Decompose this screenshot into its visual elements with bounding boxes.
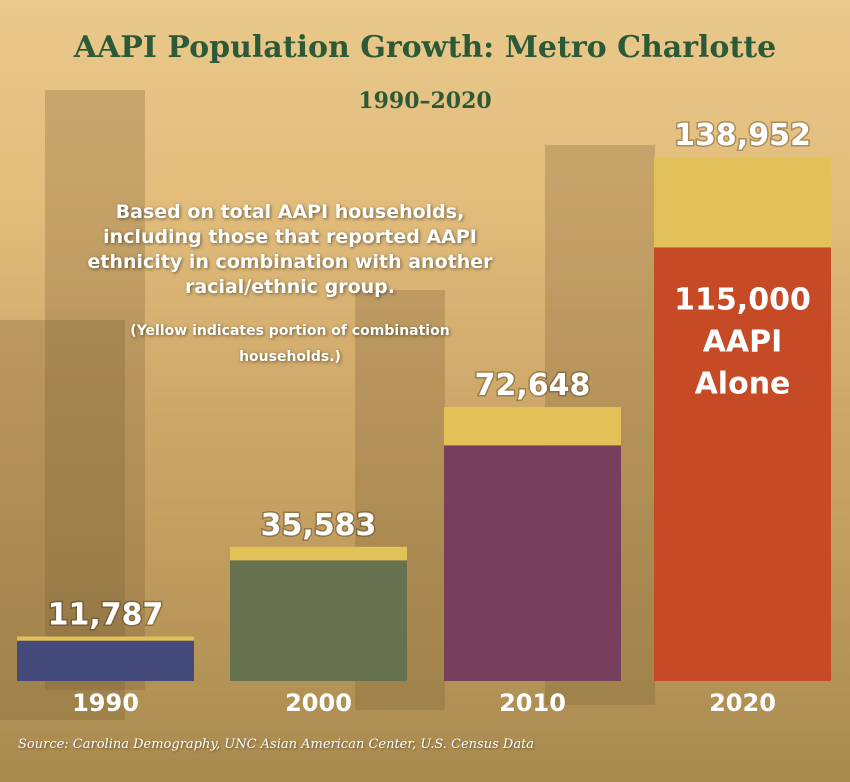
category-label-2010: 2010 [499, 689, 566, 717]
inner-label-line: 115,000 [674, 282, 811, 317]
total-label-1990: 11,787 [48, 598, 164, 633]
chart-note-small: (Yellow indicates portion of combination… [130, 323, 450, 365]
inner-label-line: AAPI [703, 324, 783, 359]
total-label-2020: 138,952 [674, 118, 811, 153]
bar-combination-2020 [654, 157, 831, 248]
bar-alone-2020 [654, 247, 831, 681]
category-label-2000: 2000 [285, 689, 352, 717]
bar-alone-2010 [444, 445, 621, 681]
category-label-2020: 2020 [709, 689, 776, 717]
chart-subtitle: 1990–2020 [358, 88, 492, 114]
chart-note: Based on total AAPI households, includin… [87, 201, 493, 298]
total-label-2000: 35,583 [261, 508, 377, 543]
bar-alone-1990 [17, 640, 194, 681]
bar-combination-1990 [17, 636, 194, 641]
chart-title: AAPI Population Growth: Metro Charlotte [73, 30, 777, 65]
bar-alone-2000 [230, 560, 407, 681]
total-label-2010: 72,648 [475, 368, 591, 403]
category-label-1990: 1990 [72, 689, 139, 717]
bar-combination-2010 [444, 407, 621, 446]
inner-label-line: Alone [695, 366, 791, 401]
background-skyline [45, 90, 145, 690]
source-note: Source: Carolina Demography, UNC Asian A… [18, 737, 535, 752]
bar-combination-2000 [230, 546, 407, 561]
